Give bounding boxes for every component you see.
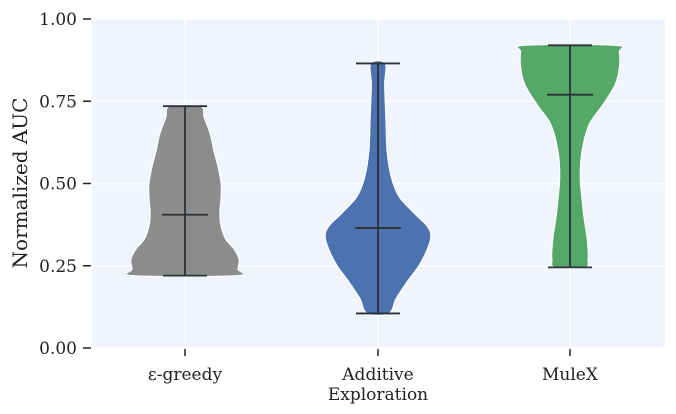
violin-3 [516,43,624,269]
violin-1 [125,104,245,277]
y-tick-label: 0.25 [39,257,77,277]
x-tick-label: Additive [341,365,413,385]
violins [125,43,624,316]
y-tick-label: 0.50 [39,175,77,195]
y-tick-label: 1.00 [39,10,77,30]
violin-2 [324,60,432,316]
y-tick-label: 0.75 [39,92,77,112]
y-axis-label: Normalized AUC [8,98,32,269]
y-tick-label: 0.00 [39,339,77,359]
x-tick-label: MuleX [542,365,599,385]
axes: 0.00 0.25 0.50 0.75 1.00 ε-greedy Additive Mule… [39,10,599,385]
x-tick-label: ε-greedy [148,365,223,385]
x-axis-label: Exploration [328,385,428,405]
